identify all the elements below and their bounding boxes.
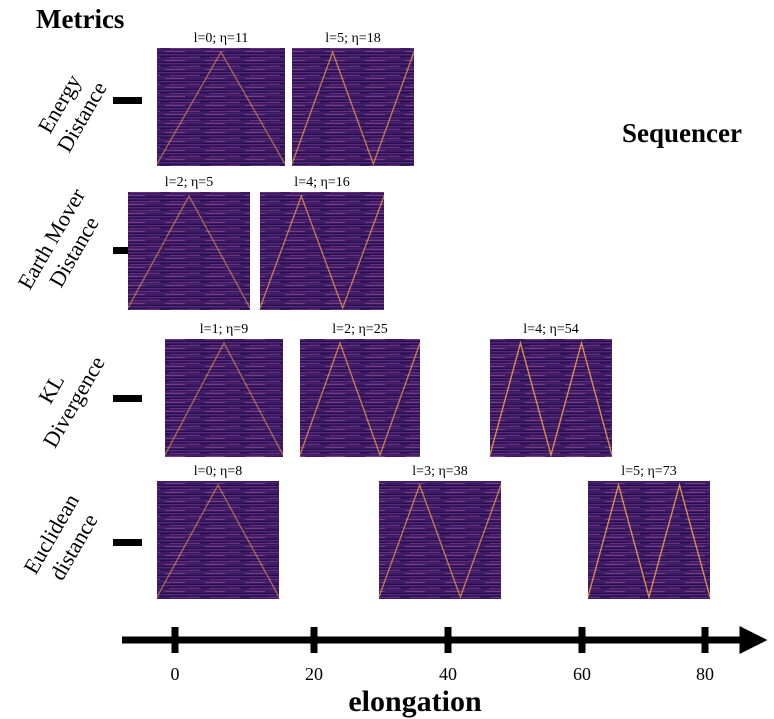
side-label: Sequencer <box>622 118 742 148</box>
panel-trace <box>587 482 711 600</box>
panel-label: l=0; η=8 <box>194 464 242 479</box>
panel <box>157 481 279 599</box>
panel-trace <box>156 483 280 598</box>
panel <box>128 192 250 310</box>
dash <box>113 247 142 254</box>
panel-trace <box>127 194 251 309</box>
dash <box>113 97 142 104</box>
panel-label: l=3; η=38 <box>412 464 467 479</box>
dash <box>113 395 142 402</box>
tick-label: 80 <box>696 664 714 684</box>
panel-trace <box>489 340 613 458</box>
panel <box>165 339 283 457</box>
panel-trace <box>164 341 284 456</box>
title: Metrics <box>36 4 124 34</box>
tick-label: 20 <box>305 664 323 684</box>
panel-trace <box>291 49 415 167</box>
axis-label: elongation <box>348 685 482 718</box>
panel-trace <box>259 193 385 311</box>
panel-label: l=4; η=54 <box>523 322 578 337</box>
panel <box>490 339 612 457</box>
tick-label: 60 <box>573 664 591 684</box>
tick-label: 0 <box>171 664 180 684</box>
panel-label: l=0; η=11 <box>194 31 249 46</box>
tick-label: 40 <box>439 664 457 684</box>
panel <box>157 48 285 166</box>
panel-label: l=2; η=5 <box>165 175 213 190</box>
panel-label: l=2; η=25 <box>332 322 387 337</box>
panel-label: l=4; η=16 <box>294 175 349 190</box>
panel-label: l=5; η=73 <box>621 464 676 479</box>
panel <box>588 481 710 599</box>
panel-trace <box>378 482 502 600</box>
panel-label: l=1; η=9 <box>200 322 248 337</box>
panel-trace <box>299 340 421 458</box>
panel-label: l=5; η=18 <box>325 31 380 46</box>
dash <box>113 539 142 546</box>
panel-trace <box>156 50 286 165</box>
